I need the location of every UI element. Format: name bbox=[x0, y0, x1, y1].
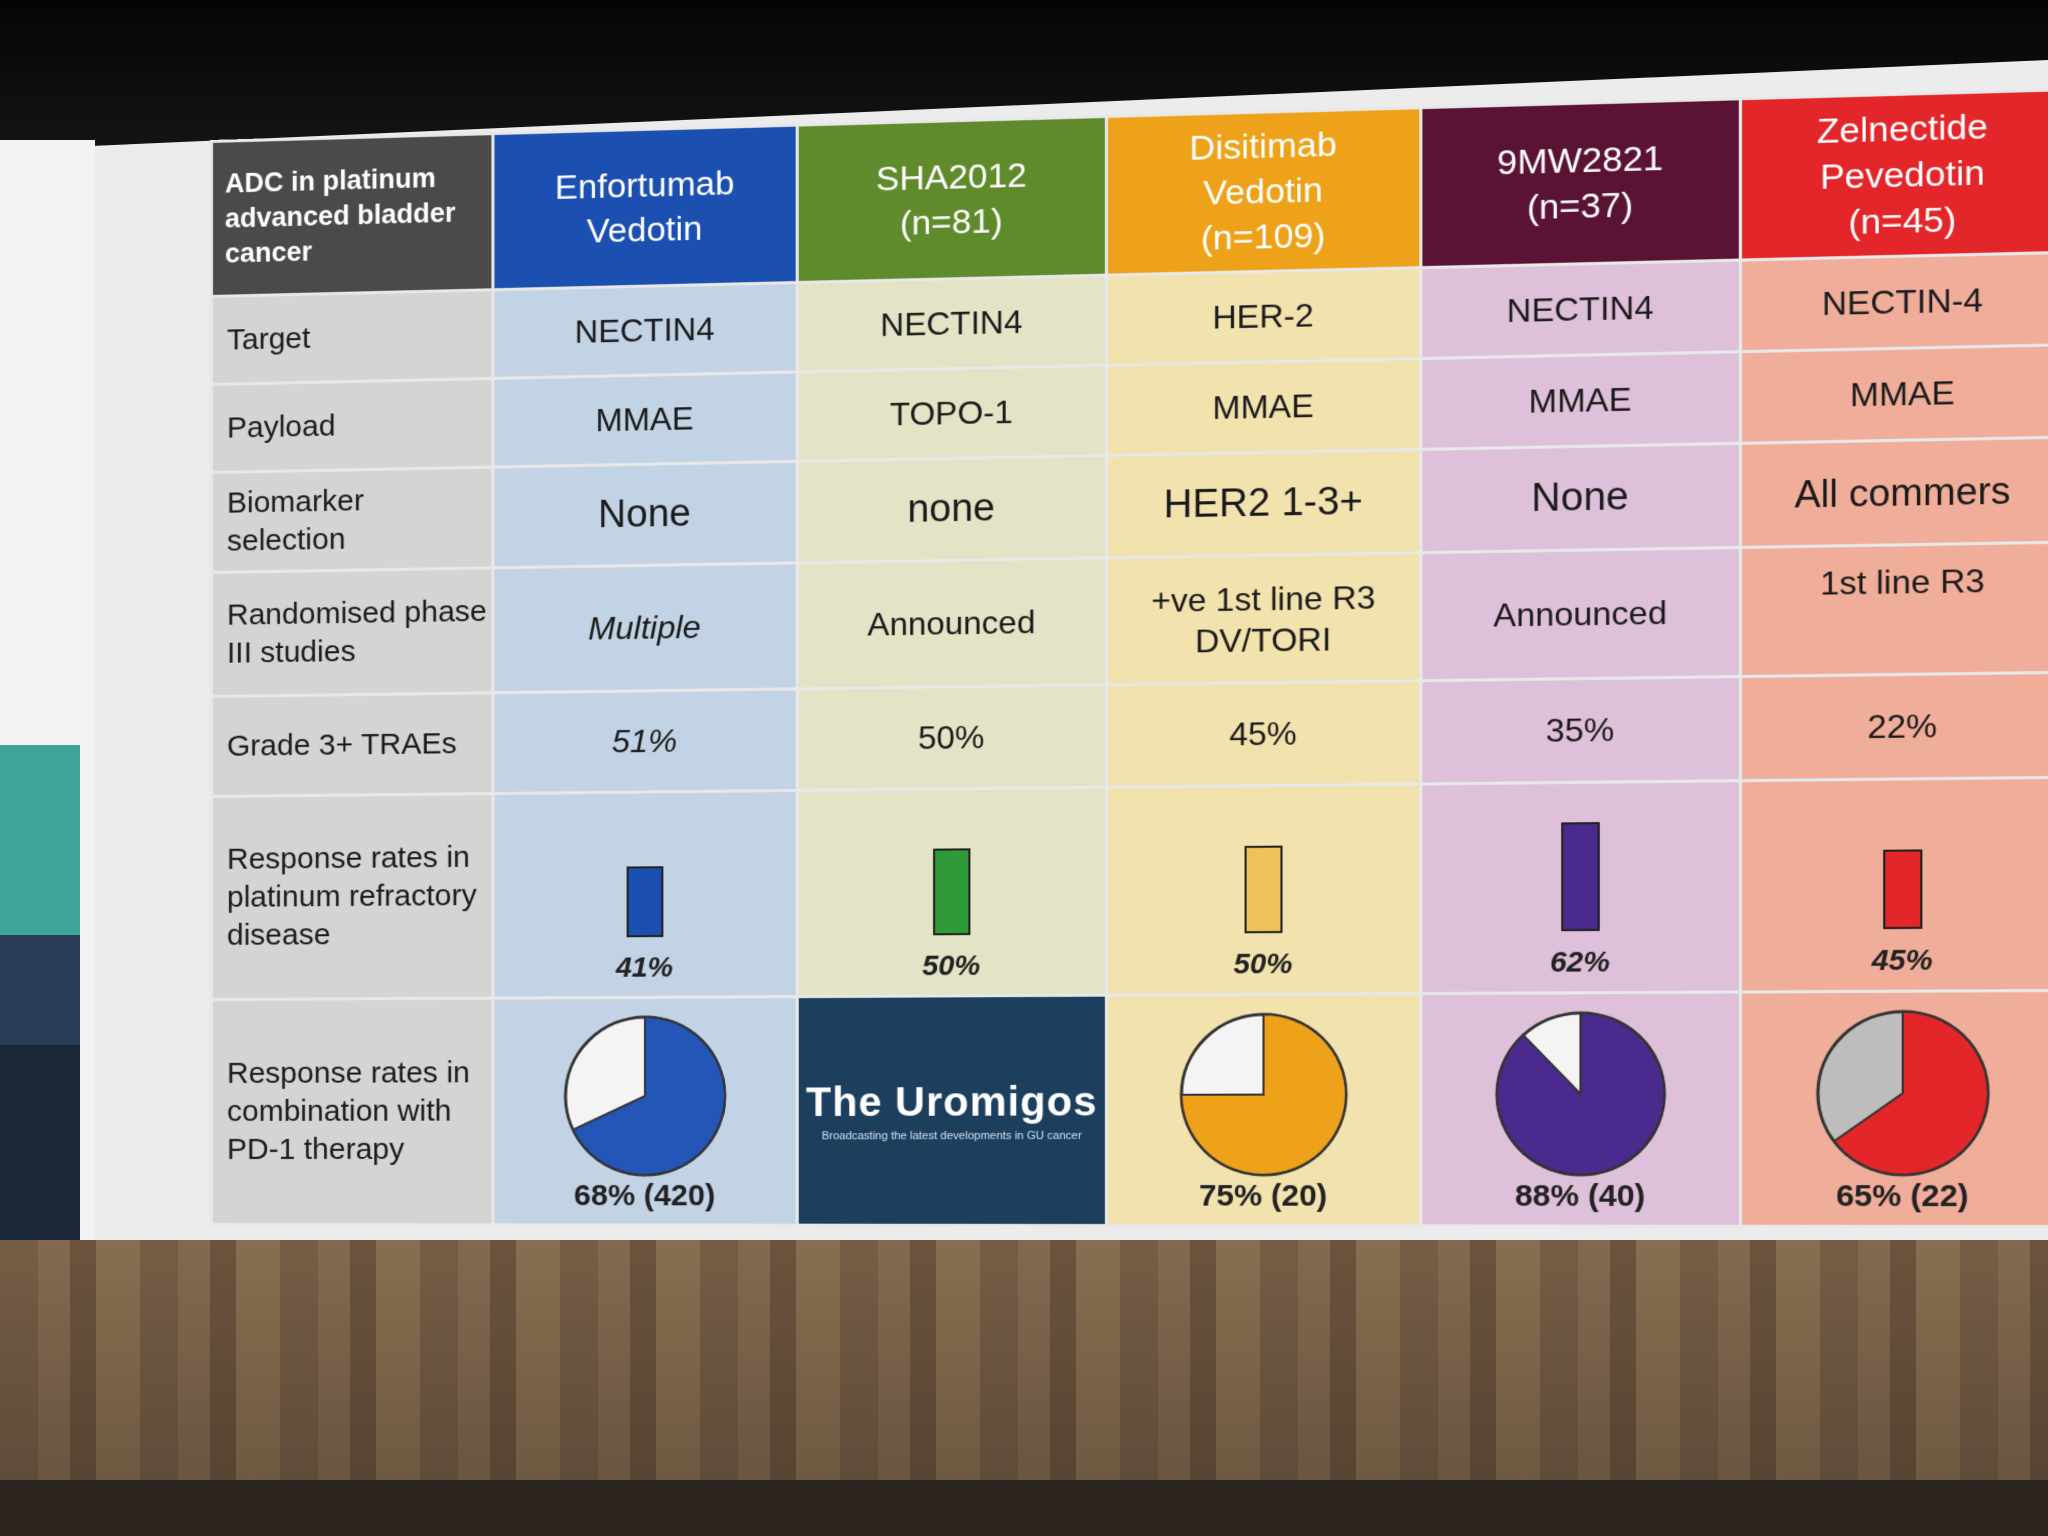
response-pie bbox=[1177, 1010, 1350, 1179]
cell-value: None bbox=[492, 461, 798, 568]
pie-slice bbox=[1496, 1013, 1663, 1175]
response-pct: 45% bbox=[1871, 943, 1933, 977]
response-pct: 50% bbox=[922, 949, 981, 982]
cell-value: Announced bbox=[1420, 547, 1741, 681]
response-pie bbox=[1813, 1007, 1992, 1179]
row-label: Randomised phase III studies bbox=[211, 567, 493, 697]
response-pie bbox=[1492, 1008, 1668, 1178]
cell-value: MMAE bbox=[1420, 351, 1741, 450]
row-label: Payload bbox=[211, 378, 493, 473]
cell-value: Announced bbox=[797, 557, 1107, 689]
cell-value: none bbox=[797, 455, 1107, 563]
drug-header-sha2012: SHA2012 (n=81) bbox=[797, 116, 1107, 283]
logo-subtitle: Broadcasting the latest developments in … bbox=[821, 1129, 1082, 1142]
response-pie bbox=[561, 1013, 728, 1179]
pie-label: 75% (20) bbox=[1198, 1178, 1328, 1213]
refractory-cell: 45% bbox=[1740, 777, 2048, 993]
response-bar bbox=[1560, 821, 1600, 932]
cell-value: MMAE bbox=[1740, 344, 2048, 444]
cell-value: NECTIN4 bbox=[1420, 260, 1741, 359]
drug-name: Enfortumab Vedotin bbox=[554, 163, 735, 251]
pie-label: 68% (420) bbox=[573, 1178, 716, 1213]
drug-n: (n=81) bbox=[899, 201, 1003, 243]
response-bar bbox=[1244, 845, 1282, 934]
city-photo-edge bbox=[0, 745, 80, 1240]
pie-slice bbox=[573, 1017, 725, 1175]
pie-label: 65% (22) bbox=[1835, 1178, 1969, 1214]
refractory-cell: 62% bbox=[1420, 780, 1741, 994]
response-pct: 62% bbox=[1549, 945, 1611, 978]
response-bar bbox=[1882, 848, 1922, 930]
response-bar bbox=[932, 848, 970, 936]
row-label: Biomarker selection bbox=[211, 467, 493, 573]
pie-label: 88% (40) bbox=[1514, 1178, 1646, 1214]
cell-value: NECTIN4 bbox=[492, 282, 798, 379]
response-bar bbox=[626, 866, 663, 938]
cell-value: 45% bbox=[1106, 680, 1421, 788]
drug-header-disitimab: Disitimab Vedotin (n=109) bbox=[1106, 107, 1421, 276]
cell-value: NECTIN-4 bbox=[1740, 252, 2048, 352]
drug-name: Zelnectide Pevedotin bbox=[1816, 106, 1988, 198]
corner-title: ADC in platinum advanced bladder cancer bbox=[211, 133, 493, 297]
refractory-cell: 41% bbox=[492, 790, 798, 999]
row-label: Response rates in platinum refractory di… bbox=[211, 793, 493, 1000]
row-label: Grade 3+ TRAEs bbox=[211, 692, 493, 797]
cell-value: None bbox=[1420, 443, 1741, 553]
row-label: Response rates in combination with PD-1 … bbox=[211, 998, 493, 1225]
drug-name: SHA2012 bbox=[875, 155, 1027, 199]
combination-cell: 68% (420) bbox=[492, 996, 798, 1226]
row-label: Target bbox=[211, 289, 493, 385]
pie-rest bbox=[1817, 1011, 1987, 1174]
combination-cell: 75% (20) bbox=[1106, 993, 1421, 1226]
cell-value: +ve 1st line R3 DV/TORI bbox=[1106, 552, 1421, 685]
drug-header-9mw2821: 9MW2821 (n=37) bbox=[1420, 98, 1741, 268]
row-refractory: Response rates in platinum refractory di… bbox=[211, 777, 2048, 1000]
combination-cell: 65% (22) bbox=[1740, 990, 2048, 1227]
drug-name: Disitimab Vedotin bbox=[1189, 124, 1337, 213]
cell-value: TOPO-1 bbox=[797, 365, 1107, 462]
stage-edge bbox=[0, 1480, 2048, 1536]
cell-value: 51% bbox=[492, 688, 798, 794]
drug-name: 9MW2821 bbox=[1497, 138, 1664, 183]
row-combination: Response rates in combination with PD-1 … bbox=[211, 990, 2048, 1227]
uromigos-logo: The Uromigos Broadcasting the latest dev… bbox=[797, 995, 1107, 1226]
drug-n: (n=45) bbox=[1848, 199, 1957, 243]
cell-value: 1st line R3 bbox=[1740, 542, 2048, 677]
pie-slice bbox=[1181, 1014, 1346, 1175]
combination-cell: 88% (40) bbox=[1420, 992, 1741, 1227]
cell-value: All commers bbox=[1740, 437, 2048, 548]
cell-value: HER2 1-3+ bbox=[1106, 449, 1421, 558]
cell-value: 22% bbox=[1740, 672, 2048, 781]
cell-value: HER-2 bbox=[1106, 267, 1421, 366]
cell-value: NECTIN4 bbox=[797, 275, 1107, 372]
cell-value: Multiple bbox=[492, 562, 798, 693]
cell-value: 50% bbox=[797, 684, 1107, 791]
drug-header-zelnectide: Zelnectide Pevedotin (n=45) bbox=[1740, 89, 2048, 261]
adc-comparison-table: ADC in platinum advanced bladder cancer … bbox=[210, 88, 2048, 1228]
refractory-cell: 50% bbox=[797, 787, 1107, 997]
drug-n: (n=109) bbox=[1200, 215, 1326, 259]
drug-n: (n=37) bbox=[1526, 185, 1634, 228]
cell-value: 35% bbox=[1420, 676, 1741, 784]
logo-text: The Uromigos bbox=[806, 1079, 1098, 1125]
refractory-cell: 50% bbox=[1106, 783, 1421, 996]
response-pct: 50% bbox=[1233, 947, 1293, 980]
comparison-slide: ADC in platinum advanced bladder cancer … bbox=[210, 88, 2048, 1253]
cell-value: MMAE bbox=[492, 371, 798, 468]
drug-header-enfortumab: Enfortumab Vedotin bbox=[492, 125, 798, 290]
response-pct: 41% bbox=[615, 951, 674, 983]
cell-value: MMAE bbox=[1106, 358, 1421, 456]
